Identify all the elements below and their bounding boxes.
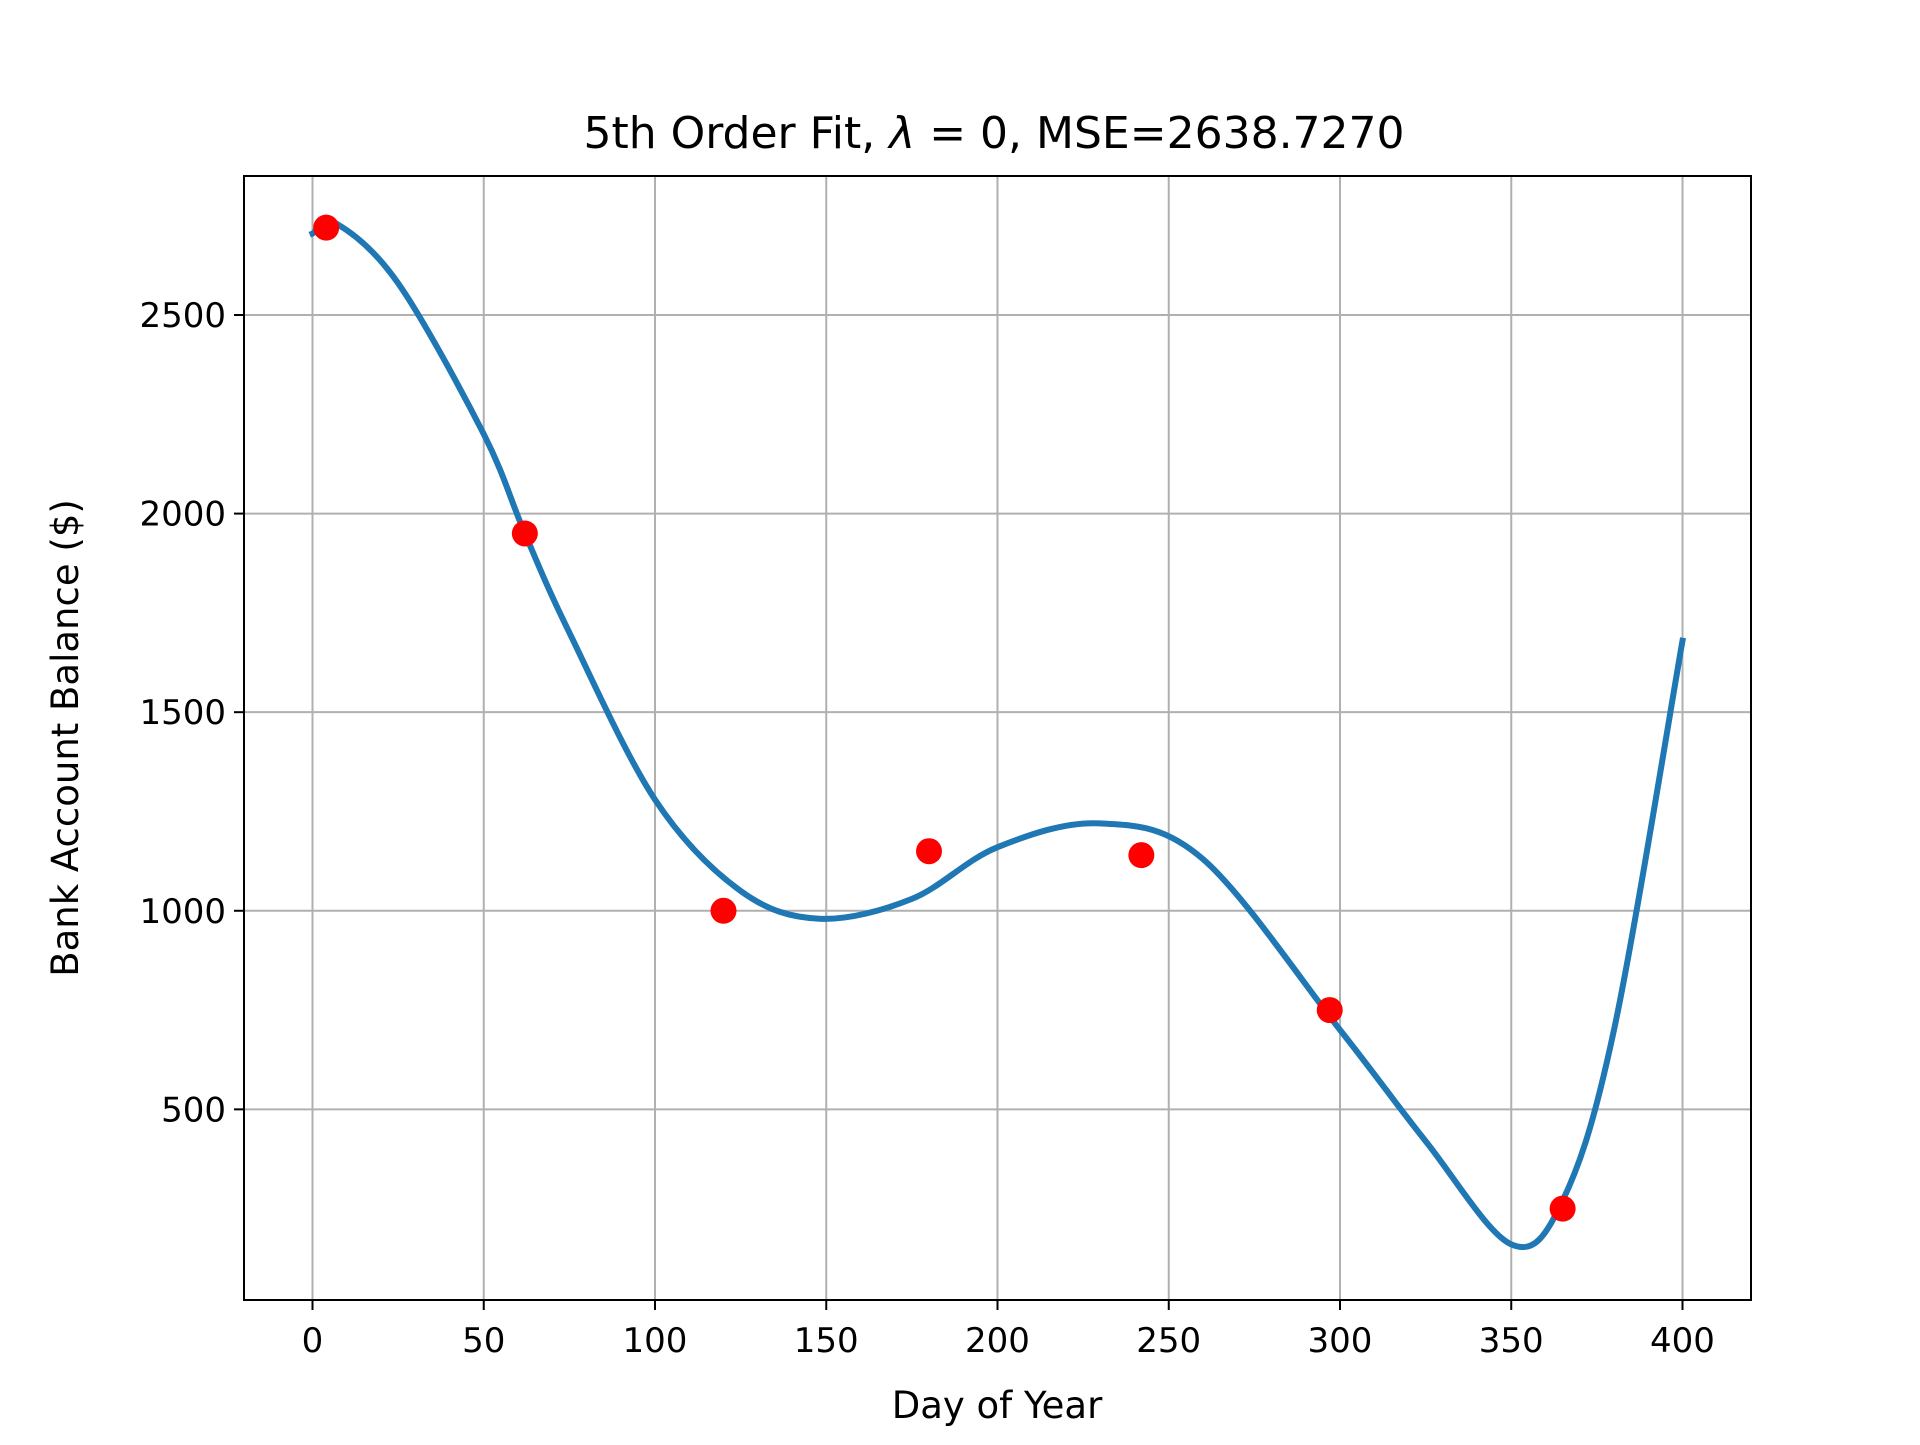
data-point	[916, 838, 942, 865]
data-point	[313, 214, 340, 241]
x-axis-label: Day of Year	[892, 1384, 1103, 1427]
data-point	[511, 520, 538, 547]
chart-title: 5th Order Fit, λ = 0, MSE=2638.7270	[583, 108, 1404, 159]
x-tick-label: 50	[462, 1321, 505, 1361]
x-tick-label: 350	[1479, 1321, 1544, 1361]
x-tick-label: 0	[302, 1321, 324, 1361]
y-ticks: 500 1000 1500 2000 2500	[139, 296, 244, 1130]
data-point	[1128, 842, 1155, 869]
x-ticks: 0 50 100 150 200 250 300 350 400	[302, 1300, 1715, 1361]
x-tick-label: 200	[965, 1321, 1030, 1361]
grid-lines	[244, 176, 1751, 1300]
fit-line	[308, 218, 1686, 1251]
data-points-group	[313, 214, 1576, 1222]
y-tick-label: 1500	[139, 693, 226, 733]
x-tick-label: 250	[1136, 1321, 1201, 1361]
x-tick-label: 100	[623, 1321, 688, 1361]
x-tick-label: 150	[794, 1321, 859, 1361]
data-point	[1549, 1195, 1576, 1222]
fit-line-group	[308, 218, 1686, 1251]
x-tick-label: 400	[1650, 1321, 1715, 1361]
y-axis-label: Bank Account Balance ($)	[44, 499, 87, 977]
y-tick-label: 2500	[139, 296, 226, 336]
y-tick-label: 1000	[139, 892, 226, 932]
x-tick-label: 300	[1308, 1321, 1373, 1361]
y-tick-label: 2000	[139, 495, 226, 535]
data-point	[1316, 997, 1343, 1024]
y-tick-label: 500	[161, 1090, 226, 1130]
data-point	[710, 897, 737, 924]
